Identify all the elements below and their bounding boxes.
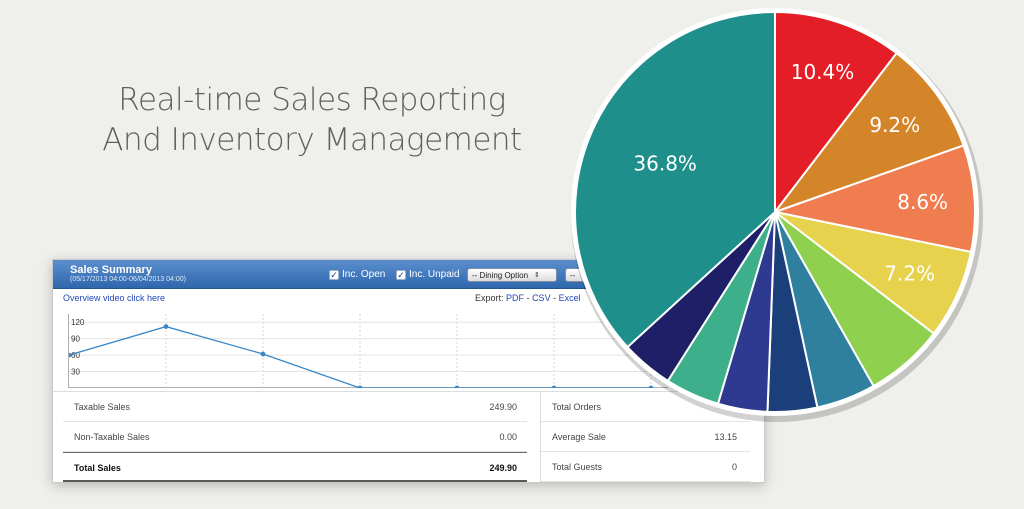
pie-slice-label: 10.4% (791, 60, 855, 84)
export-excel-link[interactable]: Excel (558, 293, 581, 303)
overview-video-link[interactable]: Overview video click here (63, 293, 166, 303)
y-tick-label: 30 (71, 368, 80, 377)
stat-row-total-guests: Total Guests 0 (541, 452, 750, 482)
data-point (648, 385, 654, 388)
y-tick-label: 90 (71, 335, 80, 344)
pie-slice-label: 7.2% (884, 261, 935, 285)
export-pdf-link[interactable]: PDF (506, 293, 525, 303)
data-point (454, 385, 460, 388)
data-point (69, 352, 72, 358)
export-links: Export: PDF - CSV - Excel (475, 293, 581, 303)
stat-row-taxable: Taxable Sales 249.90 (63, 392, 527, 422)
headline-line-2: And Inventory Management (102, 122, 522, 158)
data-point (260, 351, 266, 357)
inc-unpaid-label: Inc. Unpaid (409, 269, 460, 280)
stats-left-column: Taxable Sales 249.90 Non-Taxable Sales 0… (63, 392, 527, 482)
data-point (163, 324, 169, 330)
y-tick-label: 60 (71, 351, 80, 360)
panel-title: Sales Summary (70, 264, 152, 276)
export-separator: - (553, 293, 557, 303)
pie-slice-label: 36.8% (633, 152, 697, 176)
stat-label: Total Sales (74, 463, 121, 473)
pie-slice (574, 10, 776, 349)
export-csv-link[interactable]: CSV (532, 293, 551, 303)
stat-label: Average Sale (552, 432, 606, 442)
pie-slice (771, 144, 976, 254)
stat-label: Taxable Sales (74, 402, 131, 412)
inc-open-label: Inc. Open (342, 269, 386, 280)
data-point (357, 385, 363, 388)
stat-label: Total Orders (552, 402, 602, 412)
sales-line-chart: 120 90 60 30 (68, 314, 669, 388)
pie-slice (772, 51, 965, 215)
inc-unpaid-checkbox[interactable]: ✓ Inc. Unpaid (396, 269, 460, 280)
pie-slice-label: 8.6% (897, 190, 948, 214)
stat-value: 0.00 (499, 432, 517, 442)
date-range: (05/17/2013 04:00-06/04/2013 04:00) (70, 276, 186, 283)
y-tick-label: 120 (71, 318, 85, 327)
export-separator: - (526, 293, 530, 303)
line-chart-svg: 120 90 60 30 (69, 314, 669, 388)
stat-row-total-orders: Total Orders (541, 392, 750, 422)
stat-row-non-taxable: Non-Taxable Sales 0.00 (63, 422, 527, 452)
stats-right-column: Total Orders Average Sale 13.15 Total Gu… (540, 392, 750, 482)
pie-chart: 10.4% 9.2% 8.6% 7.2% 36.8% (565, 2, 985, 422)
stats-table: Taxable Sales 249.90 Non-Taxable Sales 0… (53, 391, 764, 482)
secondary-select-value: -- (570, 270, 576, 280)
stat-value: 13.15 (714, 432, 737, 442)
stat-row-average-sale: Average Sale 13.15 (541, 422, 750, 452)
headline: Real-time Sales Reporting And Inventory … (92, 80, 532, 160)
dining-option-select[interactable]: -- Dining Option ⇕ (467, 268, 557, 282)
stat-row-total-sales: Total Sales 249.90 (63, 452, 527, 482)
checkmark-icon: ✓ (396, 269, 406, 280)
export-label: Export: (475, 293, 504, 303)
pie-slice (774, 10, 898, 215)
stat-value: 249.90 (489, 463, 517, 473)
pie-slice-label: 9.2% (869, 113, 920, 137)
link-row: Overview video click here Export: PDF - … (53, 291, 764, 307)
stat-label: Non-Taxable Sales (74, 432, 150, 442)
checkmark-icon: ✓ (329, 269, 339, 280)
data-point (551, 385, 557, 388)
headline-line-1: Real-time Sales Reporting (118, 82, 506, 118)
stat-label: Total Guests (552, 462, 603, 472)
stat-value: 0 (731, 462, 737, 472)
pie-chart-svg: 10.4% 9.2% 8.6% 7.2% 36.8% (571, 8, 983, 422)
dining-option-value: -- Dining Option (472, 270, 529, 280)
updown-arrows-icon: ⇕ (534, 272, 540, 279)
stat-value: 249.90 (489, 402, 517, 412)
inc-open-checkbox[interactable]: ✓ Inc. Open (329, 269, 385, 280)
